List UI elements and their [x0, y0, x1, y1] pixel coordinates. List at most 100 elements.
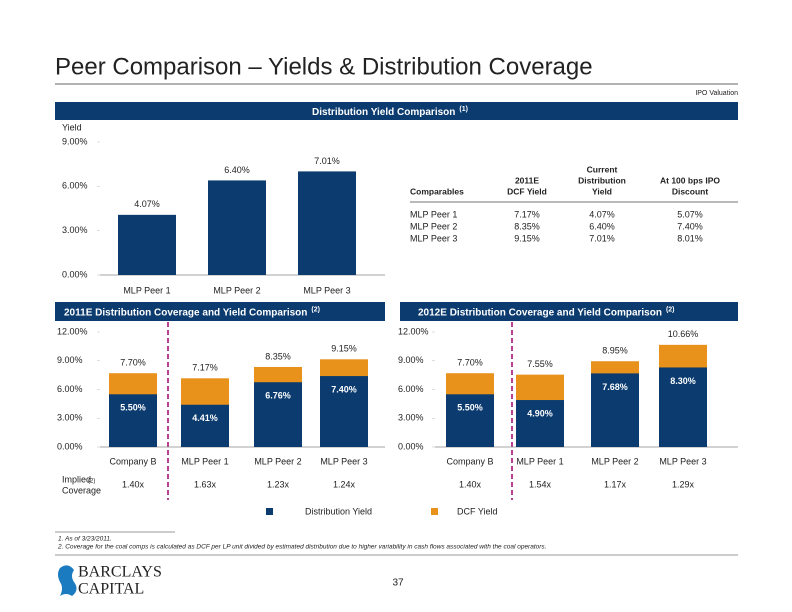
coverage-value: 1.24x [333, 479, 356, 489]
bar [181, 404, 229, 447]
value-label: 4.41% [192, 413, 218, 423]
x-tick-label: MLP Peer 2 [213, 285, 260, 295]
legend-label: DCF Yield [457, 506, 498, 516]
value-label: 8.30% [670, 376, 696, 386]
legend-swatch [266, 508, 273, 515]
table-header: At 100 bps IPO [660, 175, 720, 185]
value-label: 10.66% [668, 329, 699, 339]
table-header: DCF Yield [507, 186, 547, 196]
y-tick-label: 3.00% [62, 225, 88, 235]
x-tick-label: MLP Peer 1 [516, 456, 563, 466]
chart-title-note: (2) [666, 306, 675, 313]
bar [320, 376, 368, 447]
chart-title-note: (2) [311, 306, 320, 313]
page-number: 37 [392, 578, 404, 589]
table-header: Current [587, 164, 618, 174]
y-tick-label: 9.00% [398, 355, 424, 365]
value-label: 7.55% [527, 359, 553, 369]
value-label: 5.50% [457, 403, 483, 413]
coverage-value: 1.23x [267, 479, 290, 489]
value-label: 7.40% [331, 384, 357, 394]
table-cell: MLP Peer 1 [410, 209, 457, 219]
value-label: 4.07% [134, 199, 160, 209]
y-axis-label: Yield [62, 122, 82, 132]
value-label: 7.68% [602, 382, 628, 392]
table-header: Distribution [578, 175, 626, 185]
coverage-value: 1.40x [122, 479, 145, 489]
bar [446, 394, 494, 447]
y-tick-label: 12.00% [398, 326, 429, 336]
table-cell: 7.40% [677, 221, 703, 231]
table-cell: 5.07% [677, 209, 703, 219]
y-tick-label: 6.00% [62, 181, 88, 191]
value-label: 6.76% [265, 391, 291, 401]
legend-label: Distribution Yield [305, 506, 372, 516]
table-cell: 9.15% [514, 233, 540, 243]
chart-title-text: Distribution Yield Comparison [312, 107, 455, 118]
logo-eagle [58, 565, 77, 596]
y-tick-label: 6.00% [57, 384, 83, 394]
section-bar [55, 102, 738, 120]
value-label: 6.40% [224, 165, 250, 175]
table-header: 2011E [515, 175, 539, 185]
chart-title-text: 2012E Distribution Coverage and Yield Co… [418, 307, 662, 318]
y-tick-label: 9.00% [62, 136, 88, 146]
x-tick-label: MLP Peer 3 [320, 456, 367, 466]
table-header: Comparables [410, 186, 464, 196]
y-tick-label: 9.00% [57, 355, 83, 365]
chart-title-note: (1) [459, 106, 468, 113]
x-tick-label: MLP Peer 2 [254, 456, 301, 466]
table-cell: 8.01% [677, 233, 703, 243]
coverage-value: 1.63x [194, 479, 217, 489]
logo-text: CAPITAL [78, 581, 144, 598]
logo: BARCLAYS CAPITAL [58, 564, 162, 598]
x-tick-label: MLP Peer 3 [303, 285, 350, 295]
bar [298, 171, 356, 275]
chart-title: Distribution Yield Comparison (1) [312, 106, 468, 118]
x-tick-label: Company B [446, 456, 493, 466]
tag: IPO Valuation [695, 90, 738, 97]
bar [659, 367, 707, 447]
section-bar [55, 302, 385, 321]
coverage-value: 1.29x [672, 479, 695, 489]
footnote: 2. Coverage for the coal comps is calcul… [57, 544, 547, 551]
slide-title: Peer Comparison – Yields & Distribution … [55, 53, 593, 80]
table-cell: 7.17% [514, 209, 540, 219]
table-cell: MLP Peer 3 [410, 233, 457, 243]
table-header: Yield [592, 186, 612, 196]
table-header: Discount [672, 186, 709, 196]
table-cell: 6.40% [589, 221, 615, 231]
value-label: 4.90% [527, 408, 553, 418]
value-label: 8.95% [602, 346, 628, 356]
value-label: 5.50% [120, 403, 146, 413]
value-label: 7.70% [120, 358, 146, 368]
y-tick-label: 12.00% [57, 326, 88, 336]
footnote: 1. As of 3/23/2011. [58, 536, 112, 543]
value-label: 7.01% [314, 156, 340, 166]
table-cell: 8.35% [514, 221, 540, 231]
coverage-label: Implied [62, 474, 91, 484]
value-label: 7.17% [192, 363, 218, 373]
value-label: 8.35% [265, 351, 291, 361]
bar [591, 373, 639, 447]
y-tick-label: 6.00% [398, 384, 424, 394]
value-label: 7.70% [457, 358, 483, 368]
section-bar [400, 302, 738, 321]
y-tick-label: 3.00% [398, 413, 424, 423]
logo-text: BARCLAYS [78, 564, 162, 581]
y-tick-label: 0.00% [62, 269, 88, 279]
x-tick-label: MLP Peer 3 [659, 456, 706, 466]
chart-title: 2011E Distribution Coverage and Yield Co… [64, 306, 320, 318]
coverage-label: Coverage [62, 485, 101, 495]
coverage-note: (2) [88, 479, 95, 485]
chart-title-text: 2011E Distribution Coverage and Yield Co… [64, 307, 307, 318]
table-cell: 7.01% [589, 233, 615, 243]
coverage-value: 1.17x [604, 479, 627, 489]
value-label: 9.15% [331, 344, 357, 354]
bar [254, 382, 302, 447]
x-tick-label: Company B [109, 456, 156, 466]
x-tick-label: MLP Peer 1 [181, 456, 228, 466]
legend-swatch [431, 508, 438, 515]
y-tick-label: 0.00% [398, 441, 424, 451]
